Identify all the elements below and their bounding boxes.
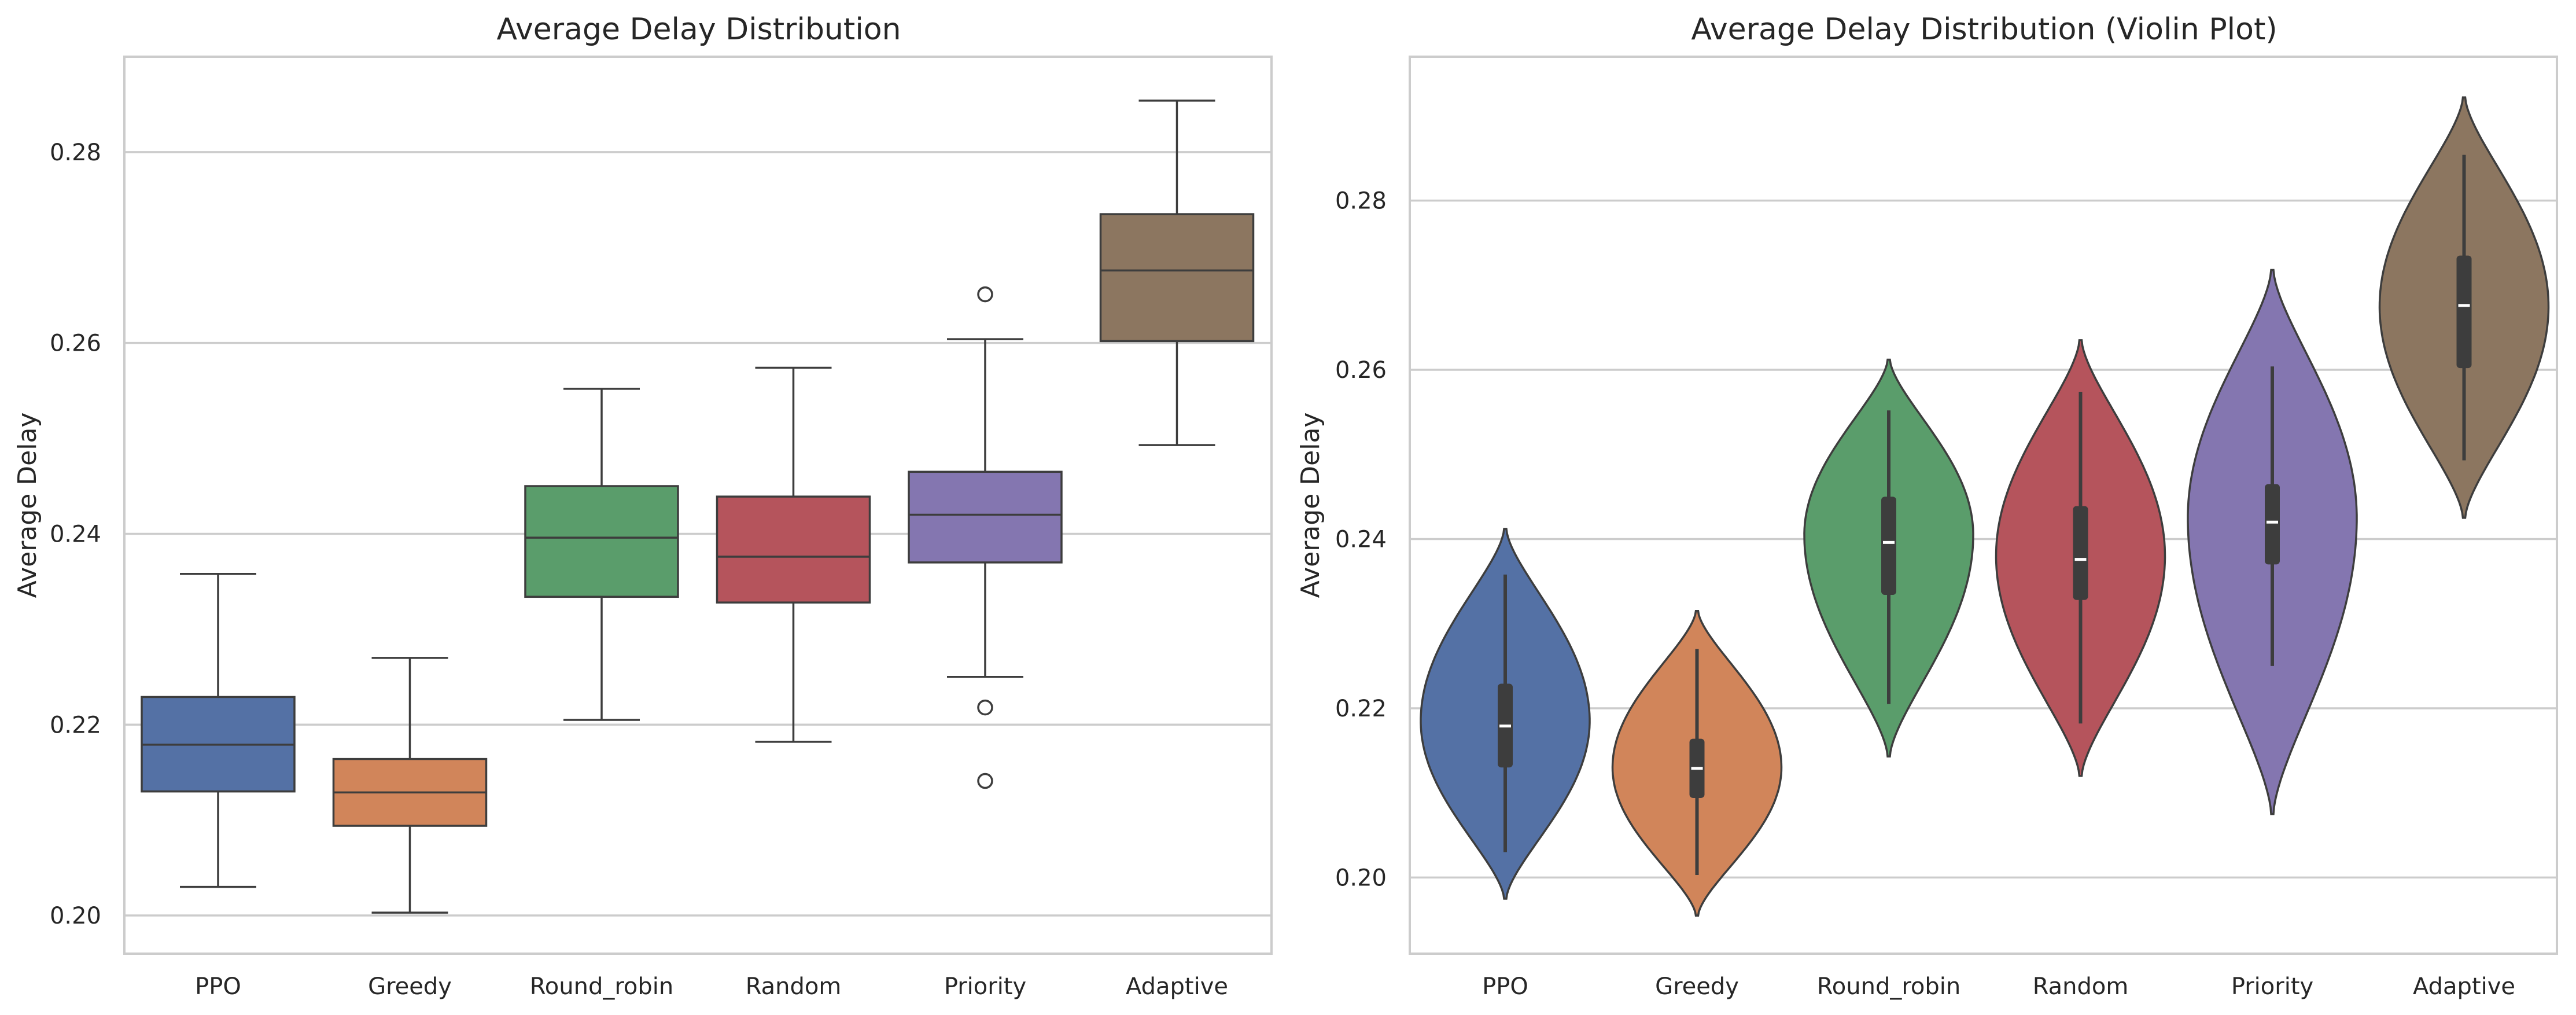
- violin-round_robin: [1803, 358, 1974, 758]
- y-tick-label: 0.20: [1335, 865, 1387, 891]
- box: [908, 470, 1063, 564]
- violin-x-ticks: PPO Greedy Round_robin Random Priority Adapti…: [1482, 973, 2515, 1000]
- boxplot-marks: [141, 100, 1255, 914]
- box: [716, 495, 871, 604]
- boxplot-panel: Average Delay Distribution Average Delay…: [13, 12, 1273, 1000]
- violin-y-axis-label: Average Delay: [1296, 413, 1325, 598]
- violin-adaptive: [2378, 96, 2550, 519]
- x-tick-label: Round_robin: [530, 973, 673, 1000]
- x-tick-label: PPO: [195, 973, 241, 1000]
- x-tick-label: Random: [2033, 973, 2129, 1000]
- violin-priority: [2187, 269, 2358, 815]
- y-tick-label: 0.20: [50, 903, 101, 929]
- boxplot-frame: [123, 56, 1273, 955]
- y-tick-label: 0.26: [1335, 357, 1387, 384]
- x-tick-label: Priority: [2231, 973, 2313, 1000]
- box-adaptive: [1099, 100, 1255, 446]
- violin-gridlines: [1410, 199, 2557, 879]
- x-tick-label: Greedy: [368, 973, 452, 1000]
- x-tick-label: Priority: [944, 973, 1026, 1000]
- violin-iqr-box: [1881, 497, 1896, 595]
- box-round_robin: [524, 388, 679, 721]
- box-priority: [908, 286, 1063, 789]
- violin-iqr-box: [2265, 484, 2280, 565]
- y-tick-label: 0.28: [50, 139, 101, 166]
- violin-greedy: [1611, 610, 1783, 917]
- x-tick-label: Greedy: [1655, 973, 1739, 1000]
- box: [1099, 213, 1255, 343]
- y-tick-label: 0.22: [1335, 696, 1387, 722]
- outlier-point: [977, 699, 993, 716]
- violin-y-ticks: 0.20 0.22 0.24 0.26 0.28: [1335, 188, 1387, 892]
- violin-title: Average Delay Distribution (Violin Plot): [1691, 12, 2277, 47]
- outlier-point: [977, 286, 993, 303]
- boxplot-title: Average Delay Distribution: [496, 12, 901, 47]
- x-tick-label: Adaptive: [1126, 973, 1228, 1000]
- x-tick-label: Random: [746, 973, 842, 1000]
- y-tick-label: 0.26: [50, 330, 101, 357]
- violin-iqr-box: [2073, 506, 2088, 600]
- x-tick-label: Round_robin: [1817, 973, 1960, 1000]
- violin-panel: Average Delay Distribution (Violin Plot)…: [1296, 12, 2558, 1000]
- violin-random: [1995, 339, 2166, 777]
- y-tick-label: 0.28: [1335, 188, 1387, 215]
- y-tick-label: 0.24: [50, 521, 101, 547]
- x-tick-label: PPO: [1482, 973, 1528, 1000]
- box-random: [716, 366, 871, 743]
- violin-iqr-box: [2456, 255, 2472, 369]
- violin-frame: [1409, 56, 2558, 955]
- outlier-point: [977, 773, 993, 789]
- box-ppo: [141, 572, 296, 888]
- y-tick-label: 0.24: [1335, 526, 1387, 553]
- violin-marks: [1420, 96, 2550, 917]
- box: [524, 485, 679, 598]
- x-tick-label: Adaptive: [2413, 973, 2515, 1000]
- y-tick-label: 0.22: [50, 712, 101, 738]
- boxplot-y-axis-label: Average Delay: [13, 413, 42, 598]
- violin-ppo: [1420, 528, 1591, 900]
- box-greedy: [332, 657, 488, 914]
- boxplot-x-ticks: PPO Greedy Round_robin Random Priority Adapti…: [195, 973, 1228, 1000]
- boxplot-y-ticks: 0.20 0.22 0.24 0.26 0.28: [50, 139, 101, 929]
- boxplot-gridlines: [124, 151, 1272, 917]
